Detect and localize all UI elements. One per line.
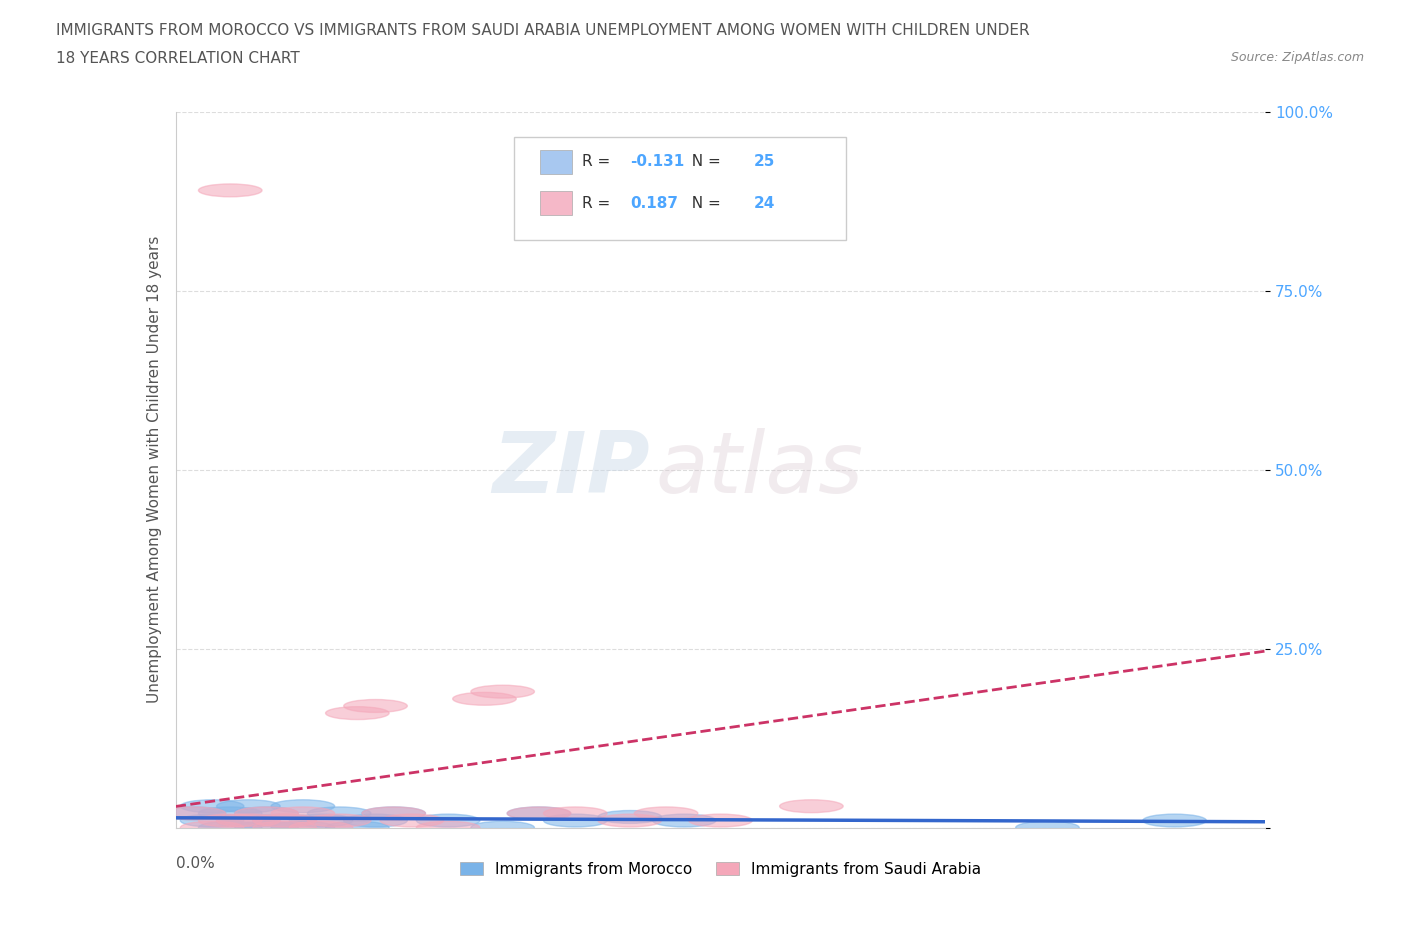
Text: Source: ZipAtlas.com: Source: ZipAtlas.com (1230, 51, 1364, 64)
Ellipse shape (544, 807, 607, 820)
Ellipse shape (652, 814, 716, 827)
Ellipse shape (634, 807, 697, 820)
Ellipse shape (544, 814, 607, 827)
Text: N =: N = (682, 154, 725, 169)
Ellipse shape (198, 821, 262, 834)
Ellipse shape (290, 814, 353, 827)
Text: 18 YEARS CORRELATION CHART: 18 YEARS CORRELATION CHART (56, 51, 299, 66)
Ellipse shape (361, 807, 426, 820)
Ellipse shape (380, 814, 444, 827)
Text: ZIP: ZIP (492, 428, 650, 512)
Ellipse shape (508, 807, 571, 820)
Ellipse shape (343, 699, 408, 712)
Ellipse shape (235, 821, 298, 834)
Ellipse shape (235, 807, 298, 820)
FancyBboxPatch shape (540, 150, 572, 174)
Ellipse shape (198, 184, 262, 197)
Text: 25: 25 (754, 154, 775, 169)
Ellipse shape (416, 814, 479, 827)
Ellipse shape (271, 821, 335, 834)
Ellipse shape (217, 814, 280, 827)
Legend: Immigrants from Morocco, Immigrants from Saudi Arabia: Immigrants from Morocco, Immigrants from… (453, 854, 988, 884)
Ellipse shape (1143, 814, 1206, 827)
Ellipse shape (416, 821, 479, 834)
Text: N =: N = (682, 195, 725, 211)
Ellipse shape (180, 800, 243, 813)
Text: 0.187: 0.187 (630, 195, 678, 211)
Ellipse shape (180, 814, 243, 827)
Ellipse shape (180, 821, 243, 834)
FancyBboxPatch shape (540, 191, 572, 216)
Ellipse shape (271, 800, 335, 813)
Ellipse shape (217, 800, 280, 813)
Ellipse shape (361, 807, 426, 820)
Ellipse shape (343, 814, 408, 827)
Text: -0.131: -0.131 (630, 154, 685, 169)
Ellipse shape (217, 814, 280, 827)
Ellipse shape (508, 807, 571, 820)
Y-axis label: Unemployment Among Women with Children Under 18 years: Unemployment Among Women with Children U… (146, 236, 162, 703)
Ellipse shape (162, 807, 226, 820)
Ellipse shape (471, 821, 534, 834)
Ellipse shape (271, 807, 335, 820)
Ellipse shape (689, 814, 752, 827)
Text: R =: R = (582, 154, 616, 169)
Ellipse shape (453, 692, 516, 705)
Text: atlas: atlas (655, 428, 863, 512)
Ellipse shape (198, 807, 262, 820)
Ellipse shape (308, 814, 371, 827)
Text: 0.0%: 0.0% (176, 857, 215, 871)
Ellipse shape (779, 800, 844, 813)
Ellipse shape (253, 814, 316, 827)
Ellipse shape (326, 707, 389, 720)
Text: IMMIGRANTS FROM MOROCCO VS IMMIGRANTS FROM SAUDI ARABIA UNEMPLOYMENT AMONG WOMEN: IMMIGRANTS FROM MOROCCO VS IMMIGRANTS FR… (56, 23, 1029, 38)
Text: 24: 24 (754, 195, 775, 211)
Ellipse shape (1015, 821, 1080, 834)
Ellipse shape (326, 821, 389, 834)
Text: R =: R = (582, 195, 616, 211)
Ellipse shape (253, 814, 316, 827)
Ellipse shape (235, 807, 298, 820)
Ellipse shape (253, 821, 316, 834)
Ellipse shape (308, 807, 371, 820)
Ellipse shape (290, 821, 353, 834)
Ellipse shape (162, 807, 226, 820)
Ellipse shape (471, 685, 534, 698)
Ellipse shape (198, 814, 262, 827)
Ellipse shape (598, 814, 662, 827)
FancyBboxPatch shape (513, 137, 846, 241)
Ellipse shape (598, 811, 662, 823)
